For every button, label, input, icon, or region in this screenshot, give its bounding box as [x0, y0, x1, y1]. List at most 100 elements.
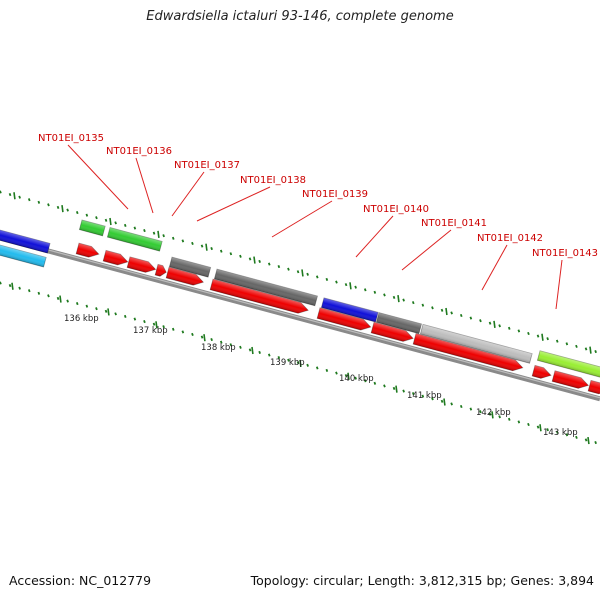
outer-major-tick [589, 346, 592, 354]
outer-minor-tick [594, 349, 597, 354]
inner-major-tick [491, 411, 494, 419]
light-gray-feature-shading [420, 324, 533, 364]
cds-arrow-8 [370, 321, 414, 342]
inner-minor-tick [450, 402, 453, 406]
gene-leader-4 [196, 186, 271, 222]
cyan-feature-left-shading [0, 243, 47, 268]
inner-minor-tick [162, 325, 165, 329]
outer-minor-tick [335, 280, 338, 284]
cds-arrow-6-shading [210, 279, 309, 314]
inner-minor-tick [546, 428, 549, 432]
blue-feature-left-shading [0, 228, 51, 254]
cds-arrow-6 [209, 278, 309, 314]
gene-leader-8 [481, 244, 508, 291]
kbp-label-6: 141 kbp [407, 391, 442, 401]
inner-major-tick [347, 372, 350, 380]
kbp-label-5: 140 kbp [339, 374, 374, 384]
outer-minor-tick [66, 208, 69, 212]
dna-backbone-highlight [0, 236, 600, 399]
inner-minor-tick [306, 363, 309, 367]
inner-major-tick [251, 346, 254, 355]
outer-minor-tick [239, 254, 242, 258]
gene-leader-6 [355, 215, 394, 258]
outer-minor-tick [287, 267, 290, 271]
outer-minor-tick [56, 205, 60, 209]
outer-major-tick [493, 320, 496, 328]
outer-minor-tick [392, 295, 396, 300]
gene-label-8: NT01EI_0142 [477, 233, 543, 244]
map-title: Edwardsiella ictaluri 93-146, complete g… [146, 9, 454, 24]
outer-major-tick [253, 256, 256, 264]
inner-minor-tick [0, 281, 2, 285]
inner-minor-tick [488, 412, 492, 416]
outer-minor-tick [47, 203, 50, 207]
inner-minor-tick [296, 361, 300, 365]
inner-minor-tick [104, 309, 108, 313]
inner-minor-tick [459, 404, 463, 409]
cds-arrow-1-shading [76, 243, 99, 258]
outer-major-tick [109, 217, 112, 226]
gene-leader-1 [67, 144, 129, 210]
inner-minor-tick [392, 386, 396, 391]
inner-minor-tick [123, 314, 127, 319]
outer-minor-tick [584, 347, 588, 351]
outer-minor-tick [344, 283, 348, 287]
cds-arrow-11 [551, 370, 590, 389]
inner-minor-tick [277, 356, 281, 360]
inner-minor-tick [267, 353, 271, 357]
inner-major-tick [299, 359, 302, 368]
outer-minor-tick [431, 306, 434, 310]
outer-minor-tick [440, 308, 444, 312]
outer-minor-tick [315, 275, 319, 279]
cds-arrow-12-shading [588, 380, 600, 394]
cds-arrow-7-shading [317, 307, 371, 331]
green-feature-1-shading [79, 219, 106, 236]
outer-minor-tick [248, 257, 252, 261]
kbp-label-7: 142 kbp [476, 408, 511, 418]
inner-minor-tick [594, 440, 597, 445]
inner-minor-tick [421, 394, 425, 398]
inner-minor-tick [27, 289, 31, 293]
ticks-layer [0, 190, 597, 445]
cds-arrow-10 [531, 364, 552, 379]
inner-minor-tick [479, 410, 482, 414]
inner-minor-tick [191, 332, 194, 337]
outer-major-tick [397, 295, 400, 303]
gene-leader-2 [135, 157, 154, 214]
outer-minor-tick [191, 241, 194, 246]
outer-minor-tick [565, 342, 569, 346]
inner-minor-tick [181, 330, 185, 334]
outer-minor-tick [555, 339, 559, 343]
cds-arrow-2-shading [103, 250, 128, 265]
outer-minor-tick [507, 326, 511, 330]
kbp-label-2: 137 kbp [133, 326, 168, 336]
outer-minor-tick [498, 324, 501, 328]
outer-minor-tick [296, 270, 300, 274]
cds-arrow-7 [316, 307, 372, 331]
gray-feature-2-shading [214, 269, 318, 306]
outer-minor-tick [363, 288, 367, 292]
inner-minor-tick [200, 335, 204, 339]
accession-text: Accession: NC_012779 [9, 573, 152, 588]
kbp-label-1: 136 kbp [64, 314, 99, 324]
outer-major-tick [157, 230, 160, 238]
inner-minor-tick [584, 438, 588, 442]
cds-arrow-4-shading [155, 264, 167, 277]
cds-arrow-8-shading [371, 322, 414, 342]
outer-minor-tick [450, 311, 453, 315]
outer-minor-tick [383, 293, 386, 297]
cyan-feature-left [0, 242, 47, 268]
inner-minor-tick [47, 294, 50, 298]
inner-minor-tick [431, 397, 434, 401]
inner-minor-tick [440, 399, 444, 403]
gray-feature-1 [168, 256, 212, 278]
green-feature-1 [78, 219, 106, 237]
gene-leader-3 [171, 171, 205, 217]
outer-minor-tick [402, 298, 405, 302]
inner-major-tick [539, 424, 542, 432]
outer-minor-tick [517, 329, 521, 333]
outer-minor-tick [114, 221, 117, 225]
gene-label-4: NT01EI_0138 [240, 175, 306, 186]
inner-minor-tick [239, 345, 242, 349]
lime-feature [536, 350, 600, 378]
